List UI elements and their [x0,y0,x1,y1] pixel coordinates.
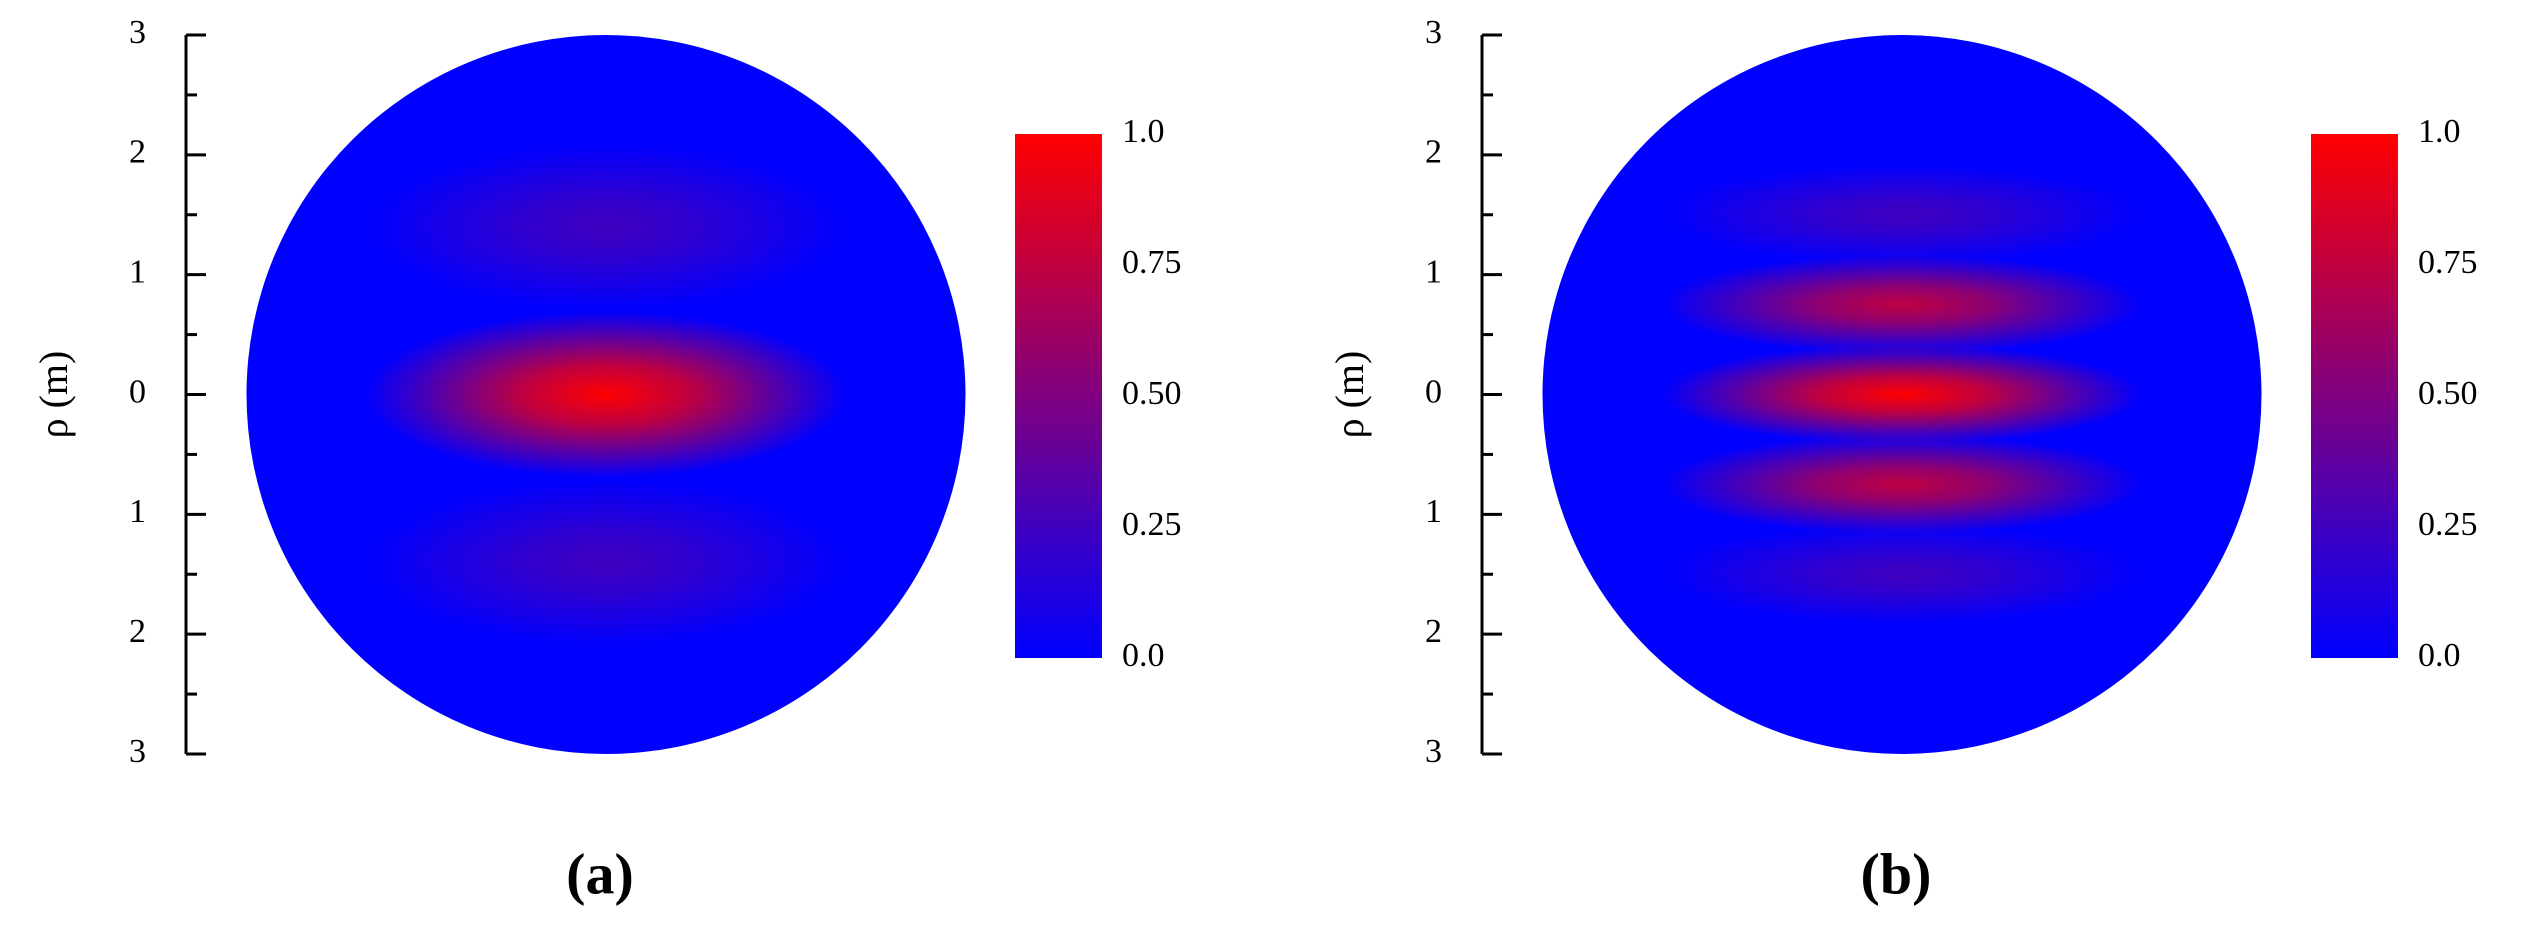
y-tick-label: 2 [1425,613,1442,650]
y-axis-title: ρ (m) [31,351,76,439]
colorbar-tick-label: 0.50 [2418,375,2478,412]
panel-label: (a) [566,841,634,906]
panel-label: (b) [1861,841,1932,906]
field [366,143,846,646]
intensity-lobe [366,478,846,646]
intensity-lobe [1662,164,2142,265]
colorbar [2311,134,2398,658]
y-tick-label: 2 [1425,134,1442,171]
colorbar-tick-label: 0.25 [1122,506,1182,543]
y-tick-label: 1 [1425,253,1442,290]
y-tick-label: 1 [129,493,146,530]
colorbar-tick-label: 0.0 [2418,637,2461,674]
field [1662,164,2142,625]
colorbar-tick-label: 0.75 [1122,244,1182,281]
colorbar-tick-label: 0.50 [1122,375,1182,412]
y-tick-label: 0 [1425,373,1442,410]
colorbar-tick-label: 1.0 [1122,113,1165,150]
intensity-lobe [366,311,846,478]
intensity-lobe [1662,254,2142,355]
intensity-lobe [366,143,846,311]
intensity-lobe [1662,434,2142,535]
y-axis-title: ρ (m) [1327,351,1372,439]
colorbar [1015,134,1102,658]
colorbar-tick-label: 0.75 [2418,244,2478,281]
y-tick-label: 3 [129,733,146,770]
y-tick-label: 1 [129,253,146,290]
y-tick-label: 3 [1425,14,1442,51]
y-tick-label: 2 [129,613,146,650]
y-tick-label: 1 [1425,493,1442,530]
colorbar-tick-label: 1.0 [2418,113,2461,150]
y-tick-label: 0 [129,373,146,410]
y-tick-label: 3 [129,14,146,51]
y-tick-label: 2 [129,134,146,171]
colorbar-tick-label: 0.25 [2418,506,2478,543]
y-tick-label: 3 [1425,733,1442,770]
intensity-lobe [1662,344,2142,445]
intensity-lobe [1662,524,2142,625]
colorbar-tick-label: 0.0 [1122,637,1165,674]
